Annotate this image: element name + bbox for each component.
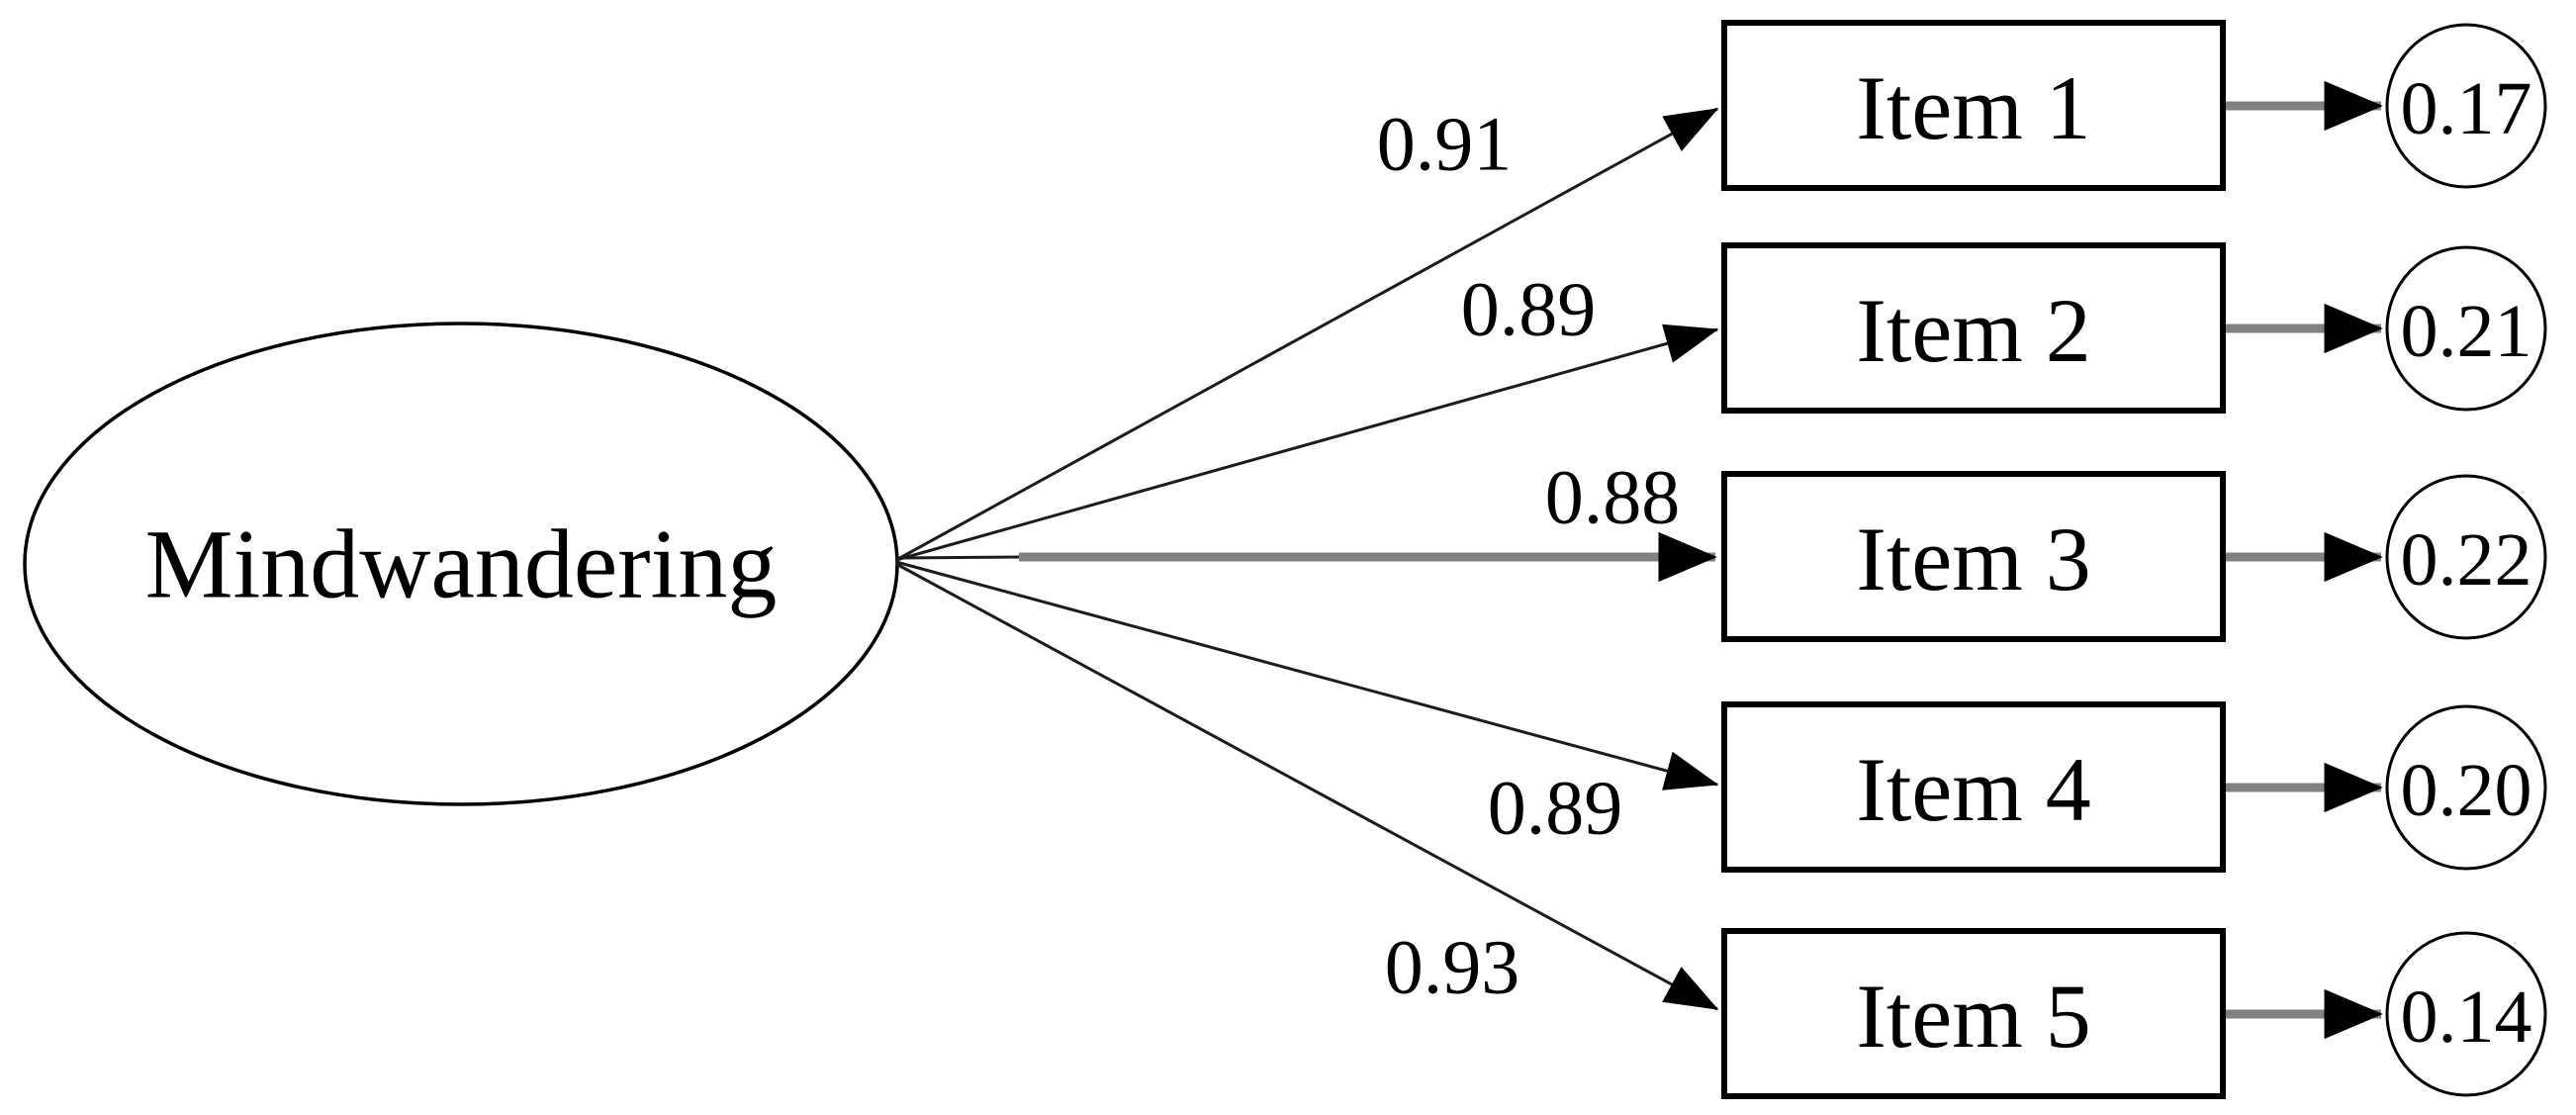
item-label-3: Item 3 (1856, 509, 2091, 609)
loading-arrow-item1 (895, 107, 1719, 562)
loading-arrow-item4 (895, 560, 1719, 790)
item-label-4: Item 4 (1856, 739, 2091, 840)
loading-label-item3: 0.88 (1545, 454, 1681, 540)
error-label-3: 0.22 (2401, 518, 2532, 602)
indicator-row-2: Item 2 0.21 (1721, 242, 2547, 414)
loading-arrow-item3-stub (895, 555, 1026, 560)
item-label-2: Item 2 (1856, 280, 2091, 381)
loading-label-item5: 0.93 (1385, 924, 1520, 1010)
indicator-row-3: Item 3 0.22 (1721, 471, 2547, 642)
error-label-1: 0.17 (2401, 67, 2532, 150)
loading-arrow-item2 (895, 324, 1719, 562)
item-label-5: Item 5 (1856, 966, 2091, 1067)
indicator-row-1: Item 1 0.17 (1721, 20, 2547, 191)
item-box-2 (1721, 242, 2226, 414)
loading-arrow-item5 (895, 562, 1719, 1011)
item-box-4 (1721, 701, 2226, 873)
indicator-row-5: Item 5 0.14 (1721, 928, 2547, 1099)
error-label-5: 0.14 (2401, 976, 2532, 1059)
loading-label-item4: 0.89 (1488, 765, 1623, 851)
error-circle-2 (2385, 245, 2547, 412)
error-circle-1 (2385, 23, 2547, 189)
error-label-2: 0.21 (2401, 290, 2532, 373)
error-circle-4 (2385, 704, 2547, 871)
item-label-1: Item 1 (1856, 57, 2091, 158)
loading-label-item1: 0.91 (1377, 101, 1513, 187)
indicator-row-4: Item 4 0.20 (1721, 701, 2547, 873)
item-box-5 (1721, 928, 2226, 1099)
error-label-4: 0.20 (2401, 749, 2532, 832)
loading-label-item2: 0.89 (1461, 266, 1597, 352)
error-circle-3 (2385, 474, 2547, 640)
item-box-1 (1721, 20, 2226, 191)
error-circle-5 (2385, 931, 2547, 1097)
latent-factor: Mindwandering (23, 322, 899, 806)
item-box-3 (1721, 471, 2226, 642)
latent-label: Mindwandering (145, 510, 778, 619)
